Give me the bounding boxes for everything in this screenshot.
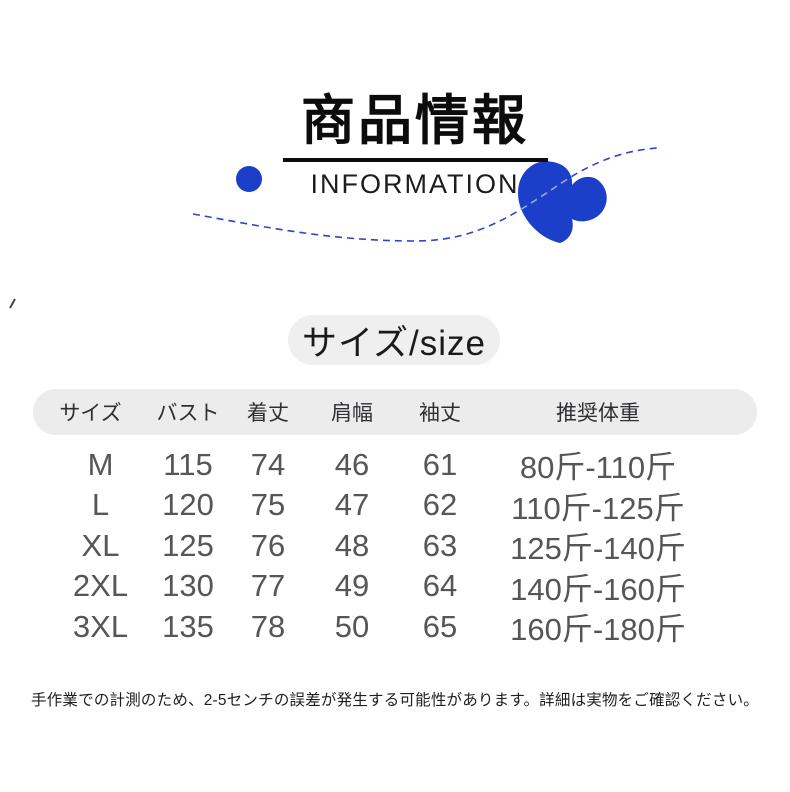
cell-bust: 130 [162,568,214,604]
cell-sleeve: 64 [422,568,458,604]
column-header-sleeve: 袖丈 [419,402,461,425]
cell-weight: 140斤-160斤 [510,571,686,607]
cell-shoulder: 49 [334,568,370,604]
cell-bust: 120 [162,487,214,523]
cell-weight: 80斤-110斤 [519,450,677,485]
cell-length: 75 [250,487,286,523]
measurement-note: 手作業での計測のため、2-5センチの誤差が発生する可能性があります。詳細は実物を… [31,692,759,709]
column-header-length: 着丈 [247,402,289,425]
size-table-header-row: サイズ バスト 着丈 肩幅 袖丈 推奨体重 [33,389,757,435]
cell-size: 2XL [72,568,129,604]
tick-mark-icon [9,298,16,309]
title-underline [282,158,548,163]
column-header-size: サイズ [59,402,122,425]
cell-length: 74 [250,446,286,482]
cell-size: 3XL [72,608,129,644]
cell-sleeve: 63 [422,527,458,563]
cell-weight: 160斤-180斤 [510,612,686,648]
cell-weight: 125斤-140斤 [510,531,686,567]
cell-shoulder: 48 [334,527,370,563]
column-header-shoulder: 肩幅 [331,402,373,425]
cell-shoulder: 50 [334,608,370,644]
column-header-bust: バスト [156,402,220,425]
table-row: 2XL 130 77 49 64 140斤-160斤 [33,564,757,607]
cell-size: L [91,487,110,523]
cell-weight: 110斤-125斤 [511,490,685,526]
cell-bust: 125 [162,527,214,563]
table-row: M 115 74 46 61 80斤-110斤 [33,442,757,486]
cell-shoulder: 47 [334,487,370,523]
cell-bust: 115 [163,446,213,482]
cell-shoulder: 46 [334,446,370,482]
page-subtitle: INFORMATION [310,169,520,200]
size-table: サイズ バスト 着丈 肩幅 袖丈 推奨体重 M 115 74 46 61 80斤… [33,389,757,648]
cell-size: XL [81,527,120,563]
cell-sleeve: 61 [422,446,458,482]
table-row: L 120 75 47 62 110斤-125斤 [33,483,757,526]
cell-length: 78 [250,608,286,644]
cell-length: 77 [250,568,286,604]
table-row: 3XL 135 78 50 65 160斤-180斤 [33,604,757,648]
cell-bust: 135 [162,608,214,644]
cell-sleeve: 62 [422,487,458,523]
table-row: XL 125 76 48 63 125斤-140斤 [33,523,757,567]
column-header-weight: 推奨体重 [556,402,640,425]
size-table-body: M 115 74 46 61 80斤-110斤 L 120 75 47 62 1… [33,442,757,648]
page-title: 商品情報 [301,91,529,151]
size-section-heading: サイズ/size [288,315,500,365]
cell-sleeve: 65 [422,608,458,644]
cell-size: M [87,446,114,482]
header: 商品情報 INFORMATION [40,91,790,200]
cell-length: 76 [250,527,286,563]
